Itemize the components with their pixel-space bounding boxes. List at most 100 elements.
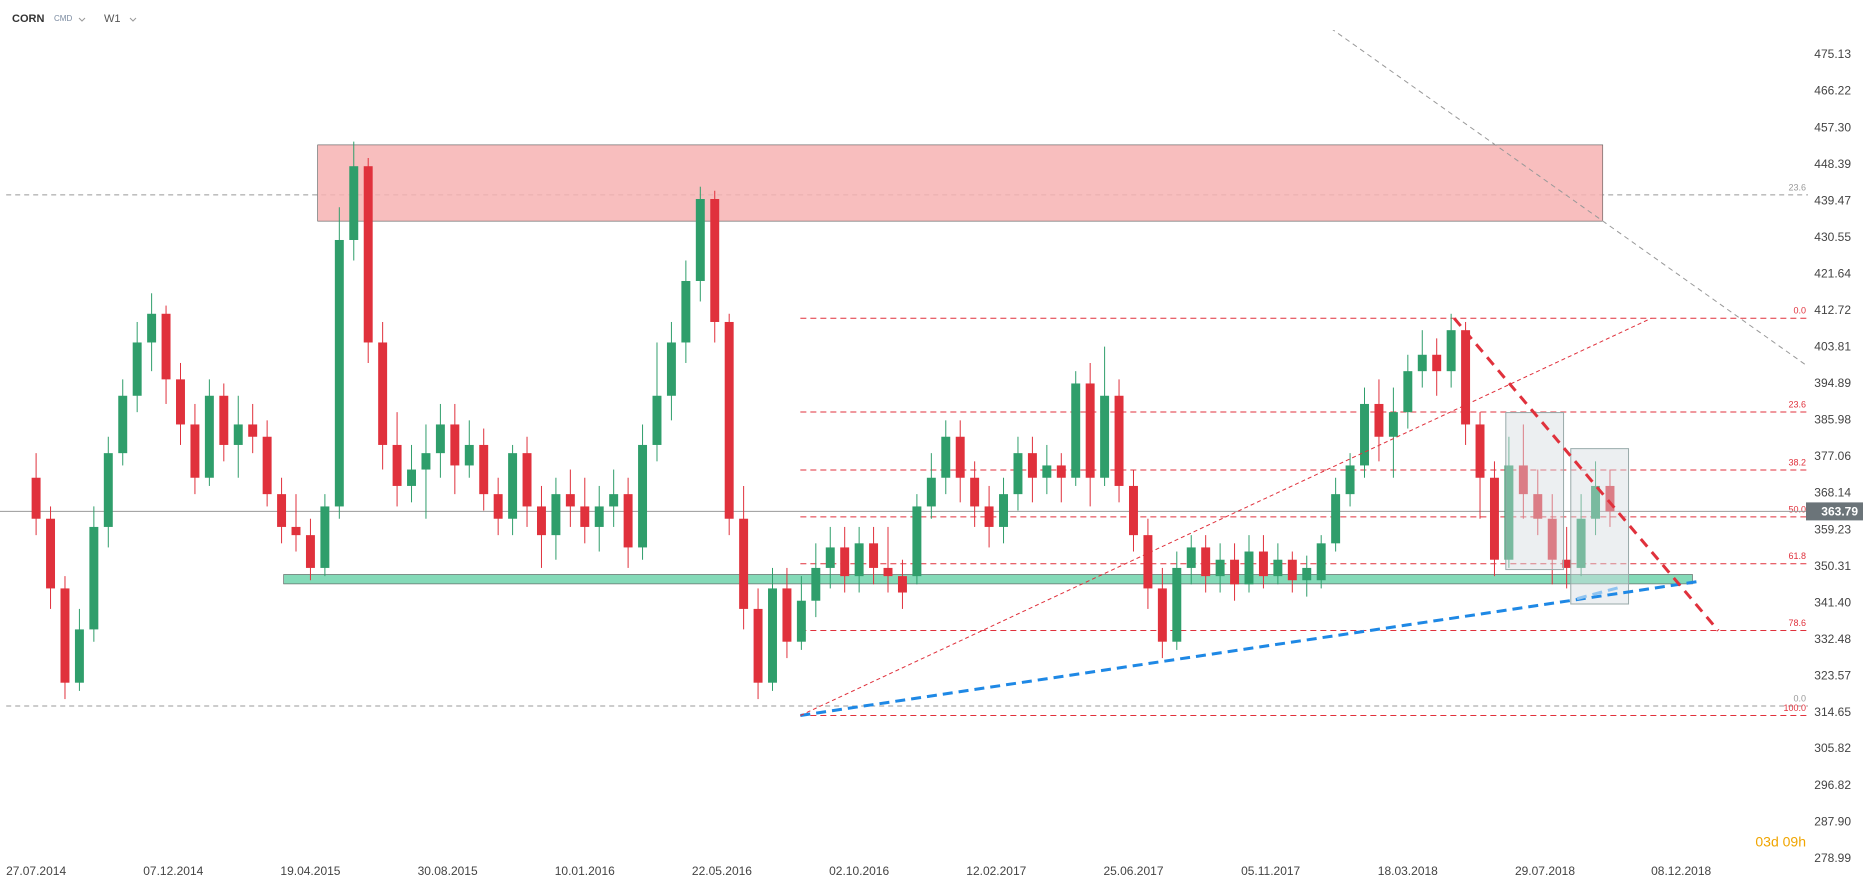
axes: 475.13 466.22 457.30 448.39 439.47 430.55 421.…	[6, 47, 1863, 878]
y-tick-label: 332.48	[1814, 632, 1851, 646]
candle-body	[1114, 395, 1124, 486]
candle-body	[1201, 547, 1211, 577]
plot-area: 23.6 0.0 0.0 23.6 38.2 50.0 61.8 78.6 100.0	[0, 30, 1808, 717]
x-tick-label: 12.02.2017	[966, 864, 1026, 878]
y-tick-label: 359.23	[1814, 522, 1851, 536]
candle-body	[421, 453, 431, 470]
candle-body	[349, 166, 359, 240]
candle-body	[1302, 567, 1312, 581]
candle-body	[912, 506, 922, 577]
candle-body	[941, 436, 951, 478]
y-tick-label: 287.90	[1814, 815, 1851, 829]
candle-body	[1273, 559, 1283, 577]
y-tick-label: 394.89	[1814, 376, 1851, 390]
zone	[283, 574, 1693, 585]
level-label: 0.0	[1793, 693, 1806, 703]
range-box	[1505, 412, 1565, 571]
trend-line	[1332, 30, 1807, 366]
candle-body	[840, 547, 850, 577]
candle-body	[1230, 559, 1240, 585]
candle-body	[1489, 477, 1499, 560]
y-tick-label: 323.57	[1814, 668, 1851, 682]
y-tick-label: 421.64	[1814, 266, 1851, 280]
range-box	[1570, 448, 1630, 605]
candle-body	[1042, 465, 1052, 478]
x-tick-label: 22.05.2016	[692, 864, 752, 878]
x-tick-label: 02.10.2016	[829, 864, 889, 878]
candle-body	[1157, 588, 1167, 642]
x-tick-label: 18.03.2018	[1378, 864, 1438, 878]
candle-body	[89, 526, 99, 630]
candle-body	[811, 567, 821, 601]
candle-body	[392, 444, 402, 486]
candle-body	[1403, 371, 1413, 413]
trend-line	[800, 579, 1699, 717]
candle-body	[883, 567, 893, 577]
candle-body	[1172, 567, 1182, 642]
candle-body	[291, 526, 301, 536]
trend-line	[1453, 317, 1720, 632]
candle-body	[652, 395, 662, 445]
candle-body	[1071, 383, 1081, 478]
trend-line	[1576, 584, 1624, 601]
candle-body	[1446, 330, 1456, 372]
candle-body	[551, 494, 561, 536]
candle-body	[407, 469, 416, 486]
candle-body	[1432, 354, 1442, 372]
candle-body	[435, 424, 445, 454]
x-tick-label: 05.11.2017	[1241, 864, 1300, 878]
candle-body	[666, 342, 676, 396]
market-caret[interactable]	[78, 17, 86, 22]
candle-body	[984, 506, 994, 527]
candle-body	[623, 494, 633, 548]
candle-body	[1287, 559, 1297, 581]
zone	[317, 144, 1604, 222]
trend-line	[800, 317, 1652, 716]
candle-body	[1331, 494, 1341, 544]
candle-body	[1461, 330, 1471, 425]
y-tick-label: 350.31	[1814, 559, 1851, 573]
candle-body	[1360, 403, 1369, 466]
x-tick-label: 08.12.2018	[1651, 864, 1711, 878]
y-tick-label: 403.81	[1814, 340, 1851, 354]
candle-body	[1504, 465, 1514, 560]
candle-body	[46, 518, 56, 589]
symbol: CORN	[12, 13, 44, 25]
candle-body	[1244, 551, 1254, 585]
candle-body	[739, 518, 749, 609]
candle-body	[176, 379, 185, 425]
y-tick-label: 448.39	[1814, 157, 1851, 171]
x-tick-label: 25.06.2017	[1103, 864, 1163, 878]
fib-label: 61.8	[1788, 551, 1806, 561]
interval-caret[interactable]	[129, 17, 137, 22]
candle-body	[508, 453, 518, 519]
candle-body	[970, 477, 980, 507]
candle-body	[60, 588, 70, 683]
candle-body	[999, 494, 1009, 527]
candle-body	[1027, 453, 1037, 478]
candle-body	[1345, 465, 1355, 495]
candle-body	[1100, 395, 1110, 478]
y-tick-label: 475.13	[1814, 47, 1851, 61]
fib-label: 23.6	[1788, 399, 1806, 409]
candle-body	[363, 166, 373, 343]
y-tick-label: 466.22	[1814, 84, 1851, 98]
y-tick-label: 457.30	[1814, 120, 1851, 134]
candle-body	[1605, 485, 1615, 512]
candle-body	[580, 506, 590, 527]
interval[interactable]: W1	[104, 13, 121, 25]
candle-body	[1591, 485, 1601, 519]
candle-body	[768, 588, 777, 683]
candle-body	[262, 436, 272, 495]
candle-body	[320, 506, 330, 568]
market[interactable]: CMD	[54, 14, 72, 23]
candle-body	[710, 199, 720, 322]
candle-body	[1562, 559, 1572, 568]
candle-body	[1013, 453, 1023, 495]
x-tick-label: 27.07.2014	[6, 864, 66, 878]
candle-body	[378, 342, 388, 445]
y-tick-label: 430.55	[1814, 230, 1851, 244]
fib-label: 38.2	[1788, 457, 1806, 467]
candle-body	[479, 444, 489, 495]
